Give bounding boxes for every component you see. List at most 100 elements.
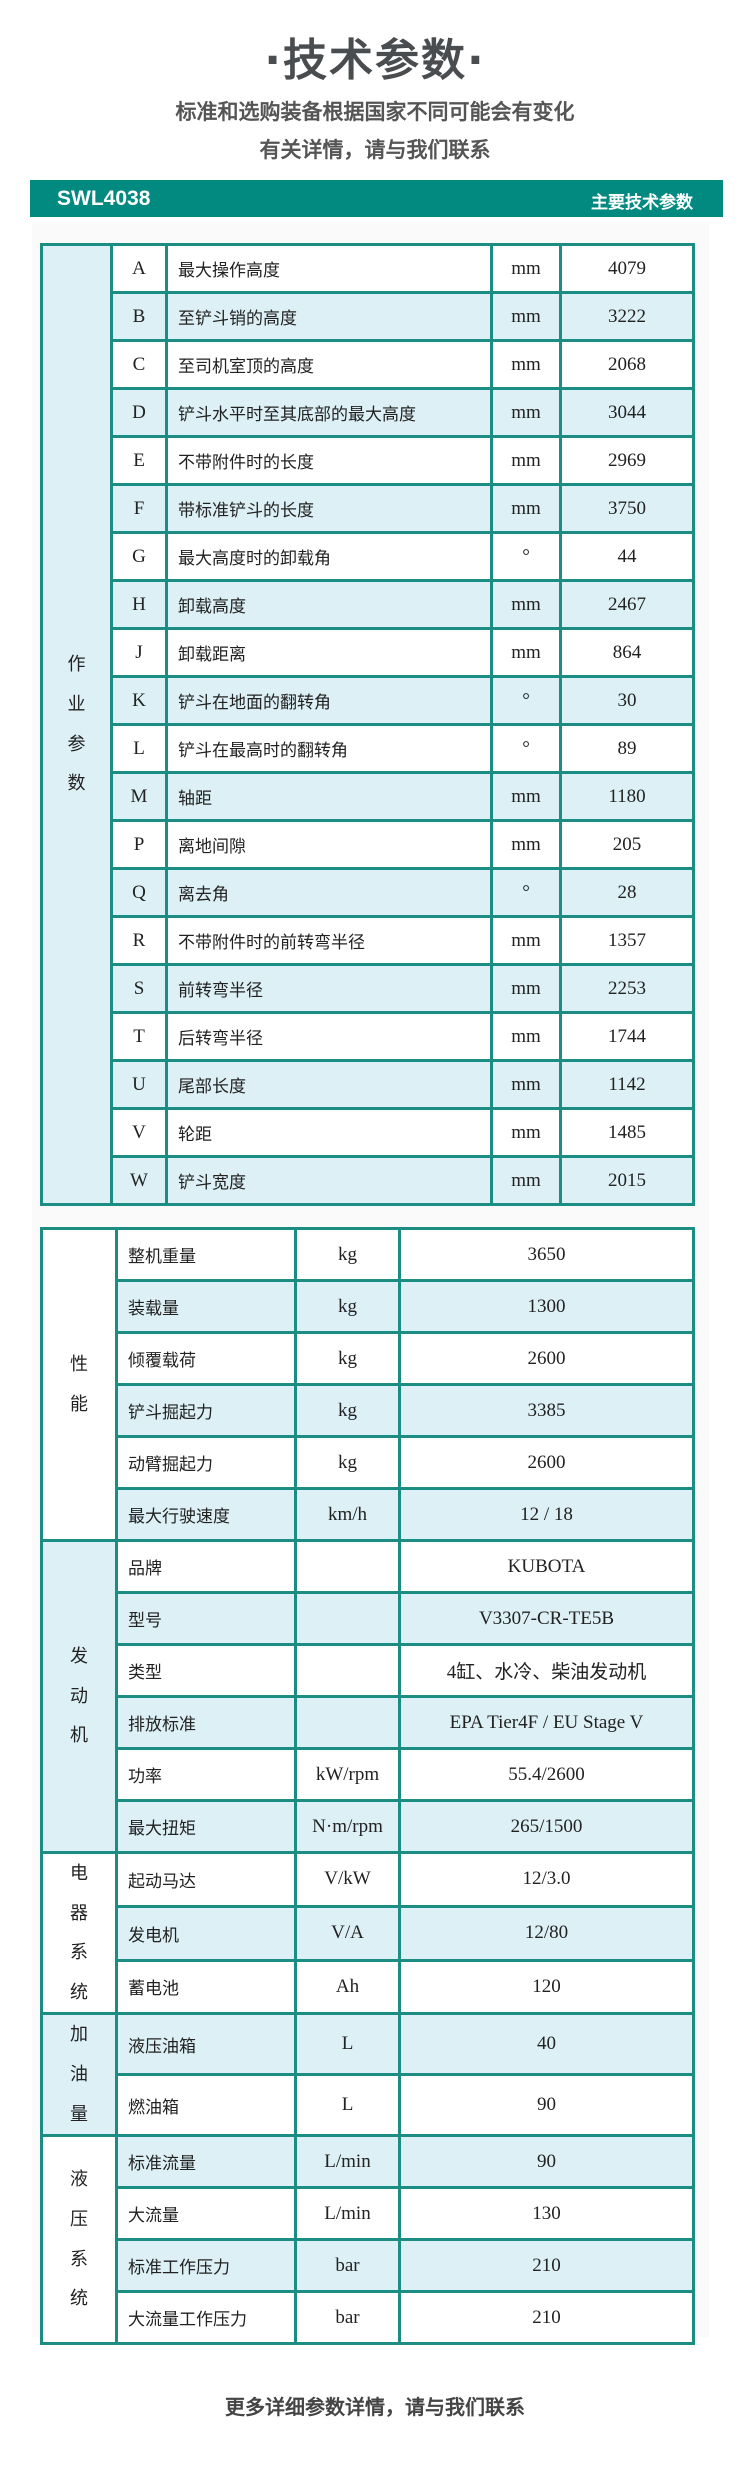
group-label-cell: 性能 (40, 1227, 118, 1542)
value: 1485 (559, 1107, 695, 1158)
table-row: 类型 4缸、水冷、柴油发动机 (42, 1643, 695, 1698)
value: 1142 (559, 1059, 695, 1110)
value: 2015 (559, 1155, 695, 1206)
group-label: 性能 (69, 1353, 88, 1415)
group-label: 发动机 (69, 1646, 88, 1747)
group-label: 液压系统 (69, 2169, 88, 2310)
unit: L (294, 2073, 401, 2138)
page-title: ·技术参数· (264, 35, 486, 86)
parameter-name: 起动马达 (115, 1851, 297, 1908)
table-row: B 至铲斗销的高度 mm 3222 (42, 291, 695, 342)
unit: bar (294, 2290, 401, 2346)
value: 2969 (559, 435, 695, 486)
unit: V/kW (294, 1851, 401, 1908)
group-label-cell: 液压系统 (40, 2134, 118, 2346)
value: 210 (398, 2290, 695, 2346)
table-row: 燃油箱 L 90 (42, 2073, 695, 2138)
value: KUBOTA (398, 1539, 695, 1594)
unit: mm (490, 435, 562, 486)
unit: mm (490, 627, 562, 678)
group-label: 加油量 (69, 2024, 88, 2125)
unit: L (294, 2012, 401, 2077)
dimension-code: Q (110, 867, 168, 918)
value: 44 (559, 531, 695, 582)
table-row: 最大行驶速度 km/h 12 / 18 (42, 1487, 695, 1542)
unit: ° (490, 723, 562, 774)
dimension-code: D (110, 387, 168, 438)
value: 2600 (398, 1331, 695, 1386)
table-row: 型号 V3307-CR-TE5B (42, 1591, 695, 1646)
value: EPA Tier4F / EU Stage V (398, 1695, 695, 1750)
value: 90 (398, 2073, 695, 2138)
value: 12 / 18 (398, 1487, 695, 1542)
parameter-name: 铲斗在最高时的翻转角 (165, 723, 493, 774)
unit: V/A (294, 1904, 401, 1962)
dimension-code: U (110, 1059, 168, 1110)
table-row: T 后转弯半径 mm 1744 (42, 1011, 695, 1062)
value: 12/3.0 (398, 1851, 695, 1908)
unit: mm (490, 771, 562, 822)
value: 1300 (398, 1279, 695, 1334)
value: 4079 (559, 243, 695, 294)
unit: mm (490, 819, 562, 870)
table-row: 排放标准 EPA Tier4F / EU Stage V (42, 1695, 695, 1750)
table-row: 发电机 V/A 12/80 (42, 1904, 695, 1962)
parameter-name: 铲斗在地面的翻转角 (165, 675, 493, 726)
unit: mm (490, 387, 562, 438)
unit: mm (490, 1059, 562, 1110)
unit: mm (490, 963, 562, 1014)
table-row: J 卸载距离 mm 864 (42, 627, 695, 678)
table-row: 标准工作压力 bar 210 (42, 2238, 695, 2294)
parameter-name: 标准流量 (115, 2134, 297, 2190)
unit: mm (490, 243, 562, 294)
parameter-name: 大流量 (115, 2186, 297, 2242)
table-row: U 尾部长度 mm 1142 (42, 1059, 695, 1110)
parameter-name: 带标准铲斗的长度 (165, 483, 493, 534)
table-row: S 前转弯半径 mm 2253 (42, 963, 695, 1014)
parameter-name: 燃油箱 (115, 2073, 297, 2138)
unit: mm (490, 291, 562, 342)
parameter-name: 后转弯半径 (165, 1011, 493, 1062)
model-header-bar: SWL4038 主要技术参数 (30, 180, 723, 217)
model-name: SWL4038 (57, 187, 151, 210)
unit: mm (490, 1155, 562, 1206)
dimension-code: G (110, 531, 168, 582)
parameter-name: 前转弯半径 (165, 963, 493, 1014)
group-label-cell: 电器系统 (40, 1850, 118, 2016)
value: 40 (398, 2012, 695, 2077)
value: 55.4/2600 (398, 1747, 695, 1802)
unit: ° (490, 675, 562, 726)
parameter-name: 离地间隙 (165, 819, 493, 870)
table-row: 电器系统 起动马达 V/kW 12/3.0 (40, 1850, 695, 2016)
parameter-name: 最大行驶速度 (115, 1487, 297, 1542)
value: 3222 (559, 291, 695, 342)
value: 12/80 (398, 1904, 695, 1962)
value: 2068 (559, 339, 695, 390)
parameter-name: 蓄电池 (115, 1958, 297, 2016)
parameter-name: 至铲斗销的高度 (165, 291, 493, 342)
unit: bar (294, 2238, 401, 2294)
value: 210 (398, 2238, 695, 2294)
unit: kg (294, 1435, 401, 1490)
dimension-code: H (110, 579, 168, 630)
section-label: 主要技术参数 (591, 193, 693, 213)
table-row: C 至司机室顶的高度 mm 2068 (42, 339, 695, 390)
parameter-name: 整机重量 (115, 1227, 297, 1282)
unit: L/min (294, 2134, 401, 2190)
parameter-name: 品牌 (115, 1539, 297, 1594)
parameter-name: 类型 (115, 1643, 297, 1698)
parameter-name: 离去角 (165, 867, 493, 918)
value: 2467 (559, 579, 695, 630)
value: 90 (398, 2134, 695, 2190)
value: 4缸、水冷、柴油发动机 (398, 1643, 695, 1698)
unit: km/h (294, 1487, 401, 1542)
unit: mm (490, 915, 562, 966)
parameter-name: 铲斗宽度 (165, 1155, 493, 1206)
parameter-name: 动臂掘起力 (115, 1435, 297, 1490)
value: 864 (559, 627, 695, 678)
parameter-name: 铲斗水平时至其底部的最大高度 (165, 387, 493, 438)
parameter-name: 大流量工作压力 (115, 2290, 297, 2346)
group-label-cell: 发动机 (40, 1539, 118, 1854)
group-label-cell: 加油量 (40, 2012, 118, 2138)
table-row: 装载量 kg 1300 (42, 1279, 695, 1334)
